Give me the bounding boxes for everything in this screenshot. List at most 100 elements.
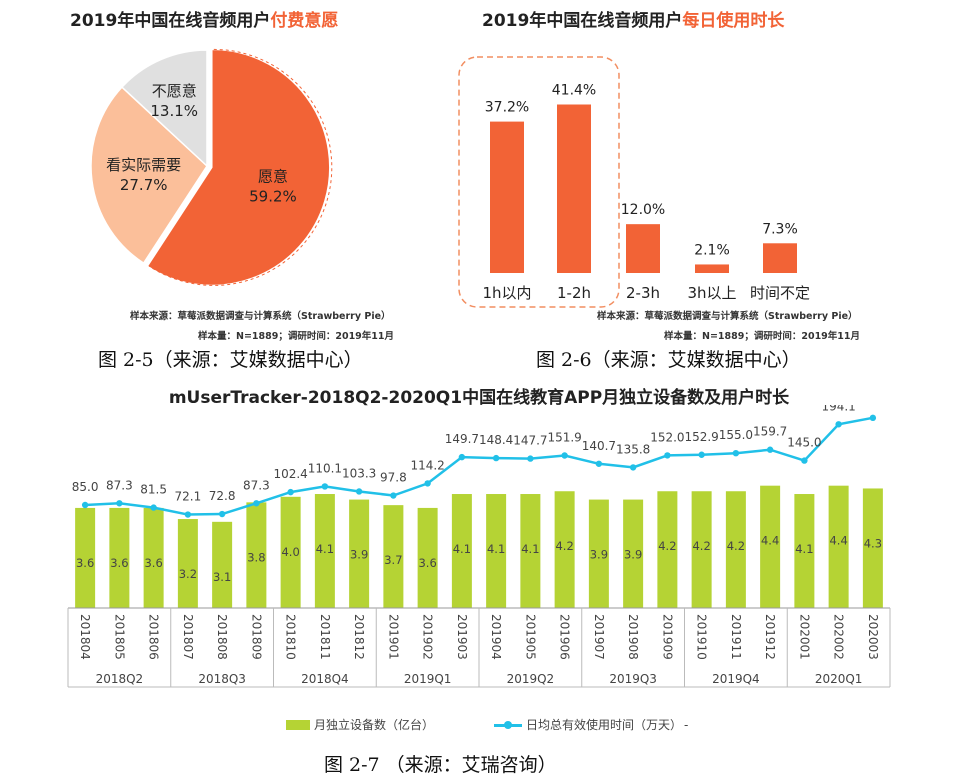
device-bar-0 — [75, 507, 96, 608]
device-value-18: 4.2 — [692, 539, 710, 553]
combo-chart: 3.6 3.6 3.6 3.2 3.1 3.8 4.0 4.1 3.9 3.7 3.6 4.1 4.1 4… — [67, 405, 891, 688]
month-tick-16: 201908 — [626, 614, 640, 660]
usage-point-19 — [732, 450, 740, 457]
month-tick-7: 201811 — [318, 614, 332, 660]
legend-line-swatch — [494, 720, 523, 730]
device-value-2: 3.6 — [144, 556, 162, 570]
usage-value-20: 159.7 — [753, 425, 787, 439]
usage-point-7 — [321, 483, 329, 490]
device-value-17: 4.2 — [658, 539, 676, 553]
device-bar-22 — [828, 485, 849, 608]
usage-value-16: 135.8 — [616, 442, 650, 456]
device-value-6: 4.0 — [281, 545, 299, 559]
month-tick-5: 201809 — [249, 614, 263, 660]
device-value-10: 3.6 — [418, 556, 436, 570]
device-value-9: 3.7 — [384, 553, 402, 567]
bar-category-0: 1h以内 — [482, 284, 531, 302]
device-value-0: 3.6 — [76, 556, 94, 570]
device-bar-3 — [177, 519, 198, 608]
pie-label-1: 看实际需要 — [106, 156, 181, 174]
usage-point-22 — [835, 421, 842, 428]
bar-category-1: 1-2h — [557, 284, 591, 302]
bar-title-main: 2019年中国在线音频用户 — [482, 11, 683, 31]
quarter-label-1: 2018Q3 — [198, 672, 246, 686]
device-value-3: 3.2 — [179, 567, 197, 581]
device-value-8: 3.9 — [350, 548, 368, 562]
device-value-1: 3.6 — [110, 556, 128, 570]
month-tick-14: 201906 — [558, 614, 572, 660]
month-tick-13: 201905 — [523, 614, 537, 660]
usage-point-18 — [698, 451, 705, 458]
caption-fig-2-7: 图 2-7 （来源：艾瑞咨询） — [324, 754, 557, 776]
usage-value-7: 110.1 — [308, 461, 342, 475]
quarter-label-7: 2020Q1 — [815, 672, 863, 686]
device-value-14: 4.2 — [555, 539, 573, 553]
quarter-label-0: 2018Q2 — [96, 672, 144, 686]
caption-fig-2-5: 图 2-5（来源：艾媒数据中心） — [98, 349, 363, 371]
usage-point-1 — [116, 500, 123, 507]
device-value-12: 4.1 — [487, 542, 505, 556]
month-tick-4: 201808 — [215, 614, 229, 660]
month-tick-11: 201903 — [455, 614, 469, 660]
device-bar-15 — [588, 499, 609, 608]
usage-value-13: 147.7 — [513, 434, 547, 448]
usage-value-12: 148.4 — [479, 433, 513, 447]
usage-point-4 — [218, 510, 226, 518]
pie-title-highlight: 付费意愿 — [270, 11, 339, 31]
device-bar-17 — [657, 491, 678, 608]
month-tick-15: 201907 — [592, 614, 606, 660]
usage-value-5: 87.3 — [243, 478, 270, 492]
device-value-23: 4.3 — [864, 536, 882, 550]
month-tick-23: 202003 — [866, 614, 880, 660]
usage-value-19: 155.0 — [719, 428, 753, 442]
month-tick-1: 201805 — [112, 614, 126, 660]
usage-value-6: 102.4 — [273, 467, 307, 481]
pie-slice-2 — [120, 49, 208, 168]
pie-slice-outline — [149, 48, 333, 286]
month-tick-22: 202002 — [832, 614, 846, 660]
device-value-20: 4.4 — [761, 534, 779, 548]
month-tick-18: 201910 — [695, 614, 709, 660]
bar-category-2: 2-3h — [626, 284, 660, 302]
device-bar-21 — [794, 494, 815, 608]
usage-value-17: 152.0 — [650, 430, 684, 444]
legend-bar-label: 月独立设备数（亿台） — [314, 718, 435, 732]
usage-value-14: 151.9 — [547, 430, 581, 444]
month-tick-9: 201901 — [386, 614, 400, 660]
usage-value-0: 85.0 — [72, 480, 99, 494]
usage-line — [85, 416, 874, 516]
usage-point-9 — [390, 492, 397, 499]
device-value-11: 4.1 — [453, 542, 471, 556]
combo-title: mUserTracker-2018Q2-2020Q1中国在线教育APP月独立设备… — [168, 388, 790, 408]
bar-1 — [557, 104, 591, 273]
pie-label-2: 不愿意 — [152, 82, 197, 100]
device-bar-20 — [760, 485, 781, 608]
pie-value-0: 59.2% — [249, 188, 297, 206]
bar-0 — [490, 121, 524, 273]
usage-point-8 — [355, 488, 363, 495]
device-bar-9 — [383, 505, 404, 608]
combo-legend: 月独立设备数（亿台） 日均总有效使用时间（万天） - — [286, 716, 688, 733]
pie-value-1: 27.7% — [120, 176, 168, 194]
device-value-21: 4.1 — [795, 542, 813, 556]
device-bar-1 — [109, 507, 130, 608]
month-tick-17: 201909 — [660, 614, 674, 660]
bar-4 — [763, 243, 797, 273]
quarter-label-3: 2019Q1 — [404, 672, 452, 686]
bar-title: 2019年中国在线音频用户每日使用时长 — [482, 6, 784, 31]
caption-fig-2-6: 图 2-6（来源：艾媒数据中心） — [536, 349, 801, 371]
usage-value-8: 103.3 — [342, 466, 376, 480]
month-tick-0: 201804 — [78, 614, 92, 660]
device-bar-23 — [862, 488, 883, 608]
quarter-label-5: 2019Q3 — [609, 672, 657, 686]
usage-point-0 — [81, 501, 89, 509]
device-value-4: 3.1 — [213, 570, 231, 584]
usage-value-3: 72.1 — [175, 490, 202, 504]
usage-point-13 — [527, 455, 534, 462]
bar-value-4: 7.3% — [762, 221, 798, 237]
bar-note-sample: 样本量：N=1889；调研时间：2019年11月 — [664, 331, 861, 342]
bar-note-source: 样本来源：草莓派数据调查与计算系统（Strawberry Pie） — [597, 311, 858, 322]
usage-point-5 — [253, 500, 260, 507]
usage-value-23: 202.8 — [856, 405, 890, 407]
usage-point-17 — [664, 452, 671, 459]
